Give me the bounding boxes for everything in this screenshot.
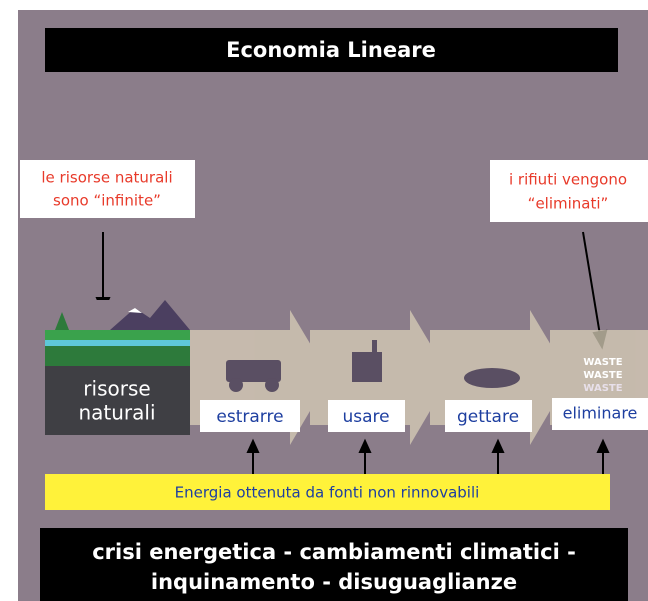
title: Economia Lineare [226, 38, 436, 62]
note-text: “eliminati” [528, 195, 609, 213]
step-label: estrarre [216, 407, 283, 427]
note-text: i rifiuti vengono [509, 171, 627, 189]
step-label: eliminare [563, 404, 638, 423]
diagram: Economia Lineare le risorse naturali son… [0, 0, 648, 601]
energy-label: Energia ottenuta da fonti non rinnovabil… [175, 484, 480, 502]
resource-label: naturali [78, 401, 155, 425]
note-box [490, 160, 648, 222]
step-label: gettare [457, 407, 519, 427]
waste-label: WASTE [583, 383, 622, 394]
footer-text: inquinamento - disuguaglianze [151, 570, 517, 594]
footer-text: crisi energetica - cambiamenti climatici… [92, 540, 576, 564]
resource-label: risorse [83, 377, 150, 401]
step-label: usare [342, 407, 389, 427]
waste-label: WASTE [583, 370, 622, 381]
note-text: sono “infinite” [53, 192, 161, 210]
waste-label: WASTE [583, 357, 622, 368]
note-text: le risorse naturali [41, 169, 172, 187]
